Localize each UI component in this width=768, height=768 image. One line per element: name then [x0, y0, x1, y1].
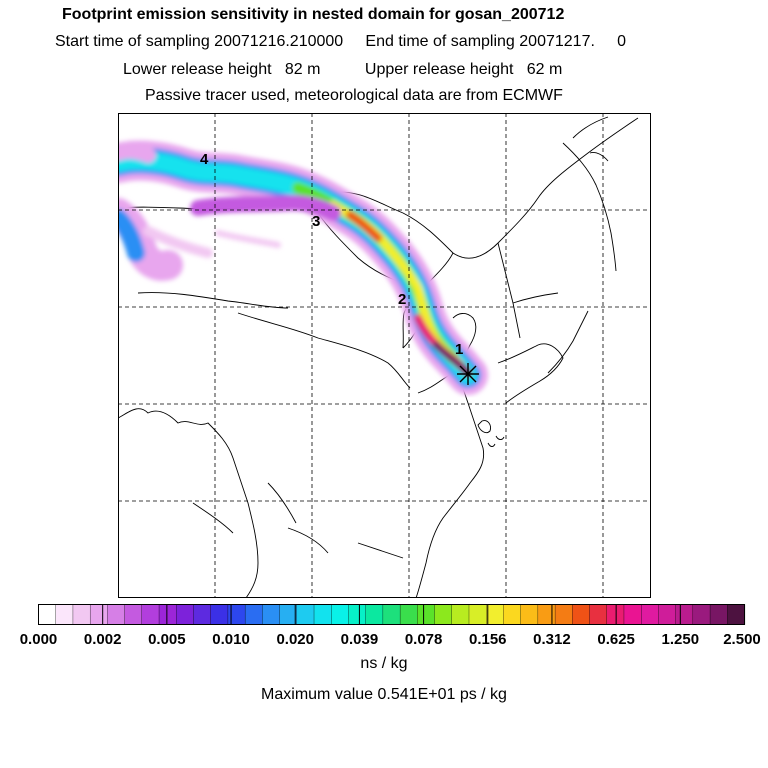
colorbar-cell [296, 604, 315, 625]
colorbar: 0.000 0.002 0.005 0.010 0.020 0.039 0.078 0.156… [20, 604, 761, 648]
colorbar-tick-label: 0.078 [405, 631, 443, 648]
colorbar-cell [468, 604, 487, 625]
colorbar-cell [38, 604, 57, 625]
colorbar-cell [348, 604, 367, 625]
release-site-star-icon [457, 363, 479, 385]
colorbar-cell [141, 604, 160, 625]
colorbar-cell [709, 604, 728, 625]
colorbar-cell [262, 604, 281, 625]
colorbar-cell [727, 604, 746, 625]
colorbar-cell [89, 604, 108, 625]
footprint-map: 1 2 3 4 [118, 113, 651, 598]
colorbar-cell [589, 604, 608, 625]
colorbar-cell [279, 604, 298, 625]
tracer-info-line: Passive tracer used, meteorological data… [145, 87, 563, 104]
colorbar-cell [658, 604, 677, 625]
plot-title: Footprint emission sensitivity in nested… [62, 6, 565, 23]
colorbar-cell [451, 604, 470, 625]
colorbar-cell [623, 604, 642, 625]
colorbar-tick-label: 0.005 [148, 631, 186, 648]
day-marker-4: 4 [200, 151, 209, 168]
colorbar-cell [55, 604, 74, 625]
sampling-time-line: Start time of sampling 20071216.210000 E… [55, 33, 627, 50]
colorbar-tick-label: 1.250 [662, 631, 700, 648]
colorbar-cell [365, 604, 384, 625]
release-height-line: Lower release height 82 m Upper release … [123, 61, 563, 78]
colorbar-tick-label: 0.020 [276, 631, 314, 648]
maximum-value-text: Maximum value 0.541E+01 ps / kg [261, 686, 507, 703]
colorbar-cell [434, 604, 453, 625]
colorbar-cell [606, 604, 625, 625]
colorbar-cell [417, 604, 436, 625]
colorbar-cell [537, 604, 556, 625]
day-marker-3: 3 [312, 213, 320, 230]
colorbar-cell [331, 604, 350, 625]
day-marker-1: 1 [455, 341, 463, 358]
footprint-plume [118, 140, 488, 395]
colorbar-cell [124, 604, 143, 625]
colorbar-cell [210, 604, 229, 625]
colorbar-tick-label: 0.156 [469, 631, 507, 648]
colorbar-units: ns / kg [360, 655, 408, 672]
colorbar-tick-label: 0.625 [597, 631, 635, 648]
colorbar-tick-label: 0.312 [533, 631, 571, 648]
colorbar-tick-label: 2.500 [723, 631, 761, 648]
day-marker-2: 2 [398, 291, 406, 308]
colorbar-cell [72, 604, 91, 625]
colorbar-cell [193, 604, 212, 625]
colorbar-cell [313, 604, 332, 625]
colorbar-cell [399, 604, 418, 625]
colorbar-cell [244, 604, 263, 625]
colorbar-cell [382, 604, 401, 625]
map-background [118, 113, 651, 598]
colorbar-cell [520, 604, 539, 625]
map-frame [118, 113, 651, 598]
colorbar-cell [486, 604, 505, 625]
colorbar-cell [641, 604, 659, 625]
colorbar-cell [572, 604, 591, 625]
colorbar-tick-label: 0.010 [212, 631, 250, 648]
colorbar-cell [107, 604, 126, 625]
colorbar-tick-label: 0.039 [341, 631, 379, 648]
colorbar-cell [176, 604, 195, 625]
colorbar-cell [503, 604, 522, 625]
colorbar-cell [554, 604, 573, 625]
colorbar-cell [158, 604, 177, 625]
colorbar-tick-label: 0.002 [84, 631, 122, 648]
colorbar-cell [692, 604, 711, 625]
lat-lon-grid [118, 113, 651, 598]
colorbar-tick-label: 0.000 [20, 631, 58, 648]
colorbar-cell [675, 604, 694, 625]
